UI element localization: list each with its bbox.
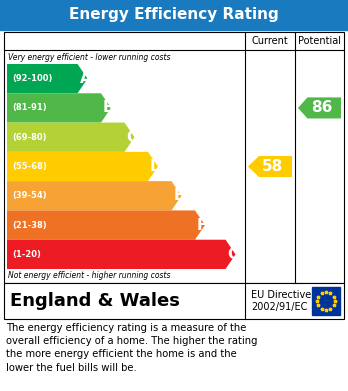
Text: 58: 58	[261, 159, 283, 174]
Text: A: A	[79, 71, 91, 86]
Bar	[4, 283, 344, 319]
Text: C: C	[127, 130, 137, 145]
Polygon shape	[7, 64, 87, 93]
Text: England & Wales: England & Wales	[10, 292, 180, 310]
Polygon shape	[248, 156, 292, 177]
Bar	[4, 32, 344, 283]
Polygon shape	[7, 210, 205, 240]
Text: EU Directive
2002/91/EC: EU Directive 2002/91/EC	[251, 290, 311, 312]
Text: (1-20): (1-20)	[12, 250, 41, 259]
Text: Not energy efficient - higher running costs: Not energy efficient - higher running co…	[8, 271, 171, 280]
Text: Energy Efficiency Rating: Energy Efficiency Rating	[69, 7, 279, 23]
Text: Current: Current	[252, 36, 288, 46]
Text: (39-54): (39-54)	[12, 191, 47, 200]
Polygon shape	[298, 97, 341, 118]
Text: (21-38): (21-38)	[12, 221, 47, 230]
Polygon shape	[7, 93, 111, 122]
Text: B: B	[103, 100, 114, 115]
Text: The energy efficiency rating is a measure of the
overall efficiency of a home. T: The energy efficiency rating is a measur…	[6, 323, 258, 373]
Polygon shape	[7, 240, 236, 269]
Text: (55-68): (55-68)	[12, 162, 47, 171]
Text: (69-80): (69-80)	[12, 133, 47, 142]
Polygon shape	[7, 181, 182, 210]
Bar	[312, 287, 340, 315]
Text: 86: 86	[311, 100, 332, 115]
Text: F: F	[197, 217, 207, 233]
Text: (81-91): (81-91)	[12, 104, 47, 113]
Bar	[0, 0, 348, 30]
Text: Very energy efficient - lower running costs: Very energy efficient - lower running co…	[8, 54, 171, 63]
Polygon shape	[7, 122, 134, 152]
Polygon shape	[7, 152, 158, 181]
Text: D: D	[150, 159, 163, 174]
Text: Potential: Potential	[298, 36, 341, 46]
Text: G: G	[228, 247, 240, 262]
Text: E: E	[174, 188, 184, 203]
Text: (92-100): (92-100)	[12, 74, 53, 83]
